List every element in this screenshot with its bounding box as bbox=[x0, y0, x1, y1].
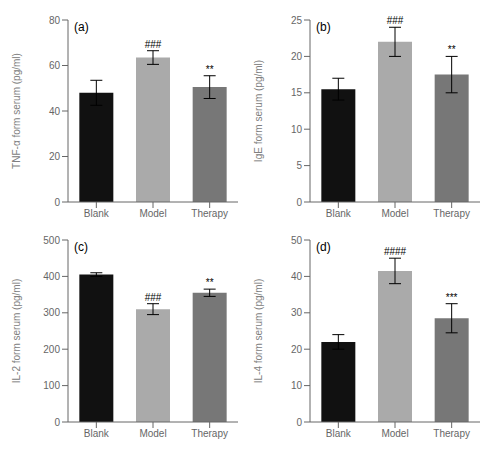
svg-text:50: 50 bbox=[291, 235, 303, 246]
svg-text:###: ### bbox=[145, 39, 162, 50]
html-text:(b): (b) bbox=[316, 20, 331, 34]
svg-text:***: *** bbox=[446, 292, 458, 303]
svg-text:0: 0 bbox=[54, 197, 60, 208]
svg-text:Model: Model bbox=[139, 208, 166, 219]
svg-text:5: 5 bbox=[296, 160, 302, 171]
svg-text:**: ** bbox=[206, 64, 214, 75]
svg-text:40: 40 bbox=[291, 271, 303, 282]
svg-text:Therapy: Therapy bbox=[191, 208, 228, 219]
svg-text:Blank: Blank bbox=[326, 208, 352, 219]
svg-text:Therapy: Therapy bbox=[433, 208, 470, 219]
svg-text:25: 25 bbox=[291, 15, 303, 26]
svg-text:Model: Model bbox=[381, 208, 408, 219]
svg-text:80: 80 bbox=[49, 15, 61, 26]
svg-text:60: 60 bbox=[49, 60, 61, 71]
svg-text:100: 100 bbox=[43, 380, 60, 391]
svg-text:20: 20 bbox=[291, 344, 303, 355]
svg-text:###: ### bbox=[145, 292, 162, 303]
svg-text:Blank: Blank bbox=[84, 428, 110, 439]
svg-text:20: 20 bbox=[49, 151, 61, 162]
svg-text:####: #### bbox=[384, 246, 407, 257]
svg-text:**: ** bbox=[206, 277, 214, 288]
svg-text:300: 300 bbox=[43, 307, 60, 318]
svg-text:IL-4 form serum (pg/ml): IL-4 form serum (pg/ml) bbox=[253, 279, 264, 383]
svg-text:IgE form serum (pg/ml): IgE form serum (pg/ml) bbox=[253, 60, 264, 162]
svg-text:###: ### bbox=[387, 15, 404, 26]
html-text:(a): (a) bbox=[74, 20, 89, 34]
svg-text:Therapy: Therapy bbox=[191, 428, 228, 439]
html-text:(c): (c) bbox=[74, 240, 88, 254]
svg-text:10: 10 bbox=[291, 380, 303, 391]
svg-text:0: 0 bbox=[54, 417, 60, 428]
svg-text:400: 400 bbox=[43, 271, 60, 282]
svg-text:Therapy: Therapy bbox=[433, 428, 470, 439]
svg-text:Model: Model bbox=[139, 428, 166, 439]
svg-text:10: 10 bbox=[291, 124, 303, 135]
svg-text:0: 0 bbox=[296, 417, 302, 428]
svg-text:15: 15 bbox=[291, 87, 303, 98]
svg-text:IL-2 form serum (pg/ml): IL-2 form serum (pg/ml) bbox=[11, 279, 22, 383]
svg-text:TNF-α form serum (pg/ml): TNF-α form serum (pg/ml) bbox=[11, 53, 22, 169]
svg-text:30: 30 bbox=[291, 307, 303, 318]
svg-text:Blank: Blank bbox=[326, 428, 352, 439]
svg-text:20: 20 bbox=[291, 51, 303, 62]
svg-text:200: 200 bbox=[43, 344, 60, 355]
svg-text:500: 500 bbox=[43, 235, 60, 246]
svg-text:0: 0 bbox=[296, 197, 302, 208]
svg-text:40: 40 bbox=[49, 106, 61, 117]
svg-text:Model: Model bbox=[381, 428, 408, 439]
html-text:(d): (d) bbox=[316, 240, 331, 254]
svg-text:Blank: Blank bbox=[84, 208, 110, 219]
svg-text:**: ** bbox=[448, 44, 456, 55]
